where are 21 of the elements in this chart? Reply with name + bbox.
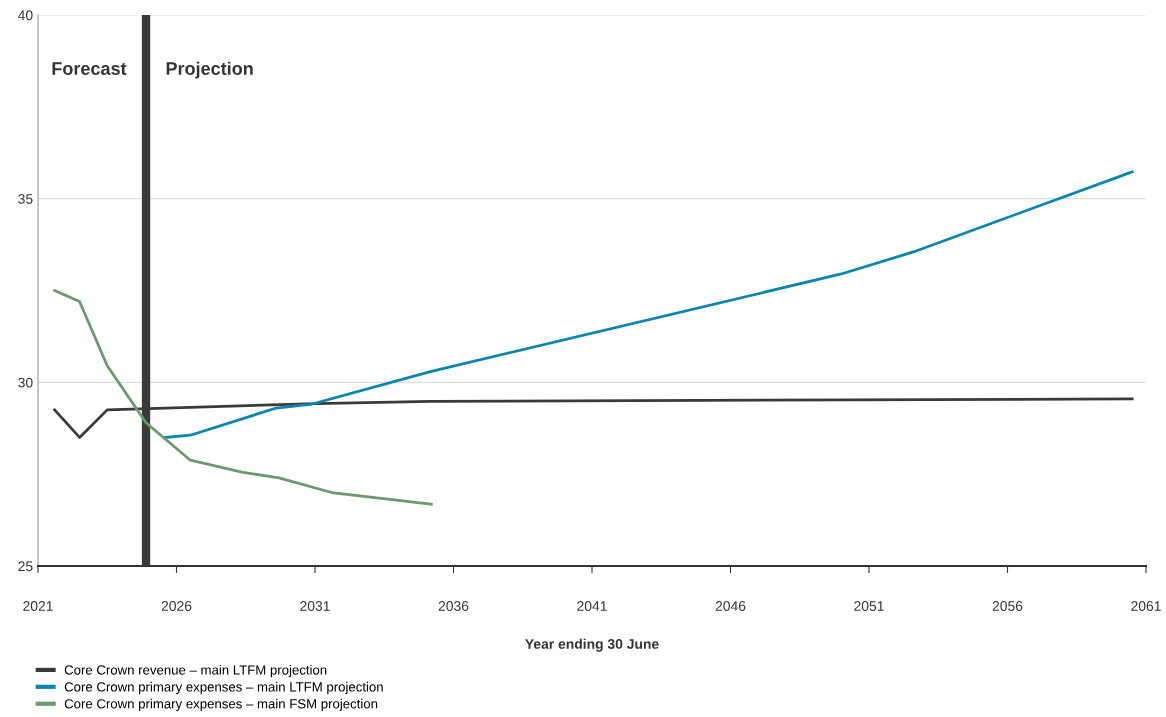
y-tick-label: 40	[18, 10, 33, 21]
y-tick-label: 35	[18, 194, 33, 204]
line-series	[164, 170, 1134, 439]
x-tick-label: 2026	[161, 601, 192, 611]
legend-label: Core Crown primary expenses – main LTFM projection	[64, 681, 383, 695]
x-tick-label: 2031	[300, 601, 330, 611]
legend-label: Core Crown revenue – main LTFM projection	[64, 664, 327, 678]
x-tick-label: 2051	[854, 601, 884, 611]
y-tick-label: 30	[18, 377, 33, 388]
annotation: Projection	[166, 61, 253, 79]
x-tick-label: 2021	[23, 601, 53, 611]
x-tick-label: 2056	[992, 601, 1023, 611]
x-tick-label: 2041	[577, 601, 607, 611]
x-tick-label: 2061	[1131, 601, 1161, 611]
x-tick-label: 2036	[438, 601, 469, 611]
legend-label: Core Crown primary expenses – main FSM projection	[64, 698, 378, 712]
x-tick-label: 2046	[715, 601, 746, 611]
x-axis-title: Year ending 30 June	[525, 638, 659, 652]
line-series	[53, 289, 433, 506]
annotation: Forecast	[52, 62, 127, 75]
y-tick-label: 25	[18, 561, 33, 572]
